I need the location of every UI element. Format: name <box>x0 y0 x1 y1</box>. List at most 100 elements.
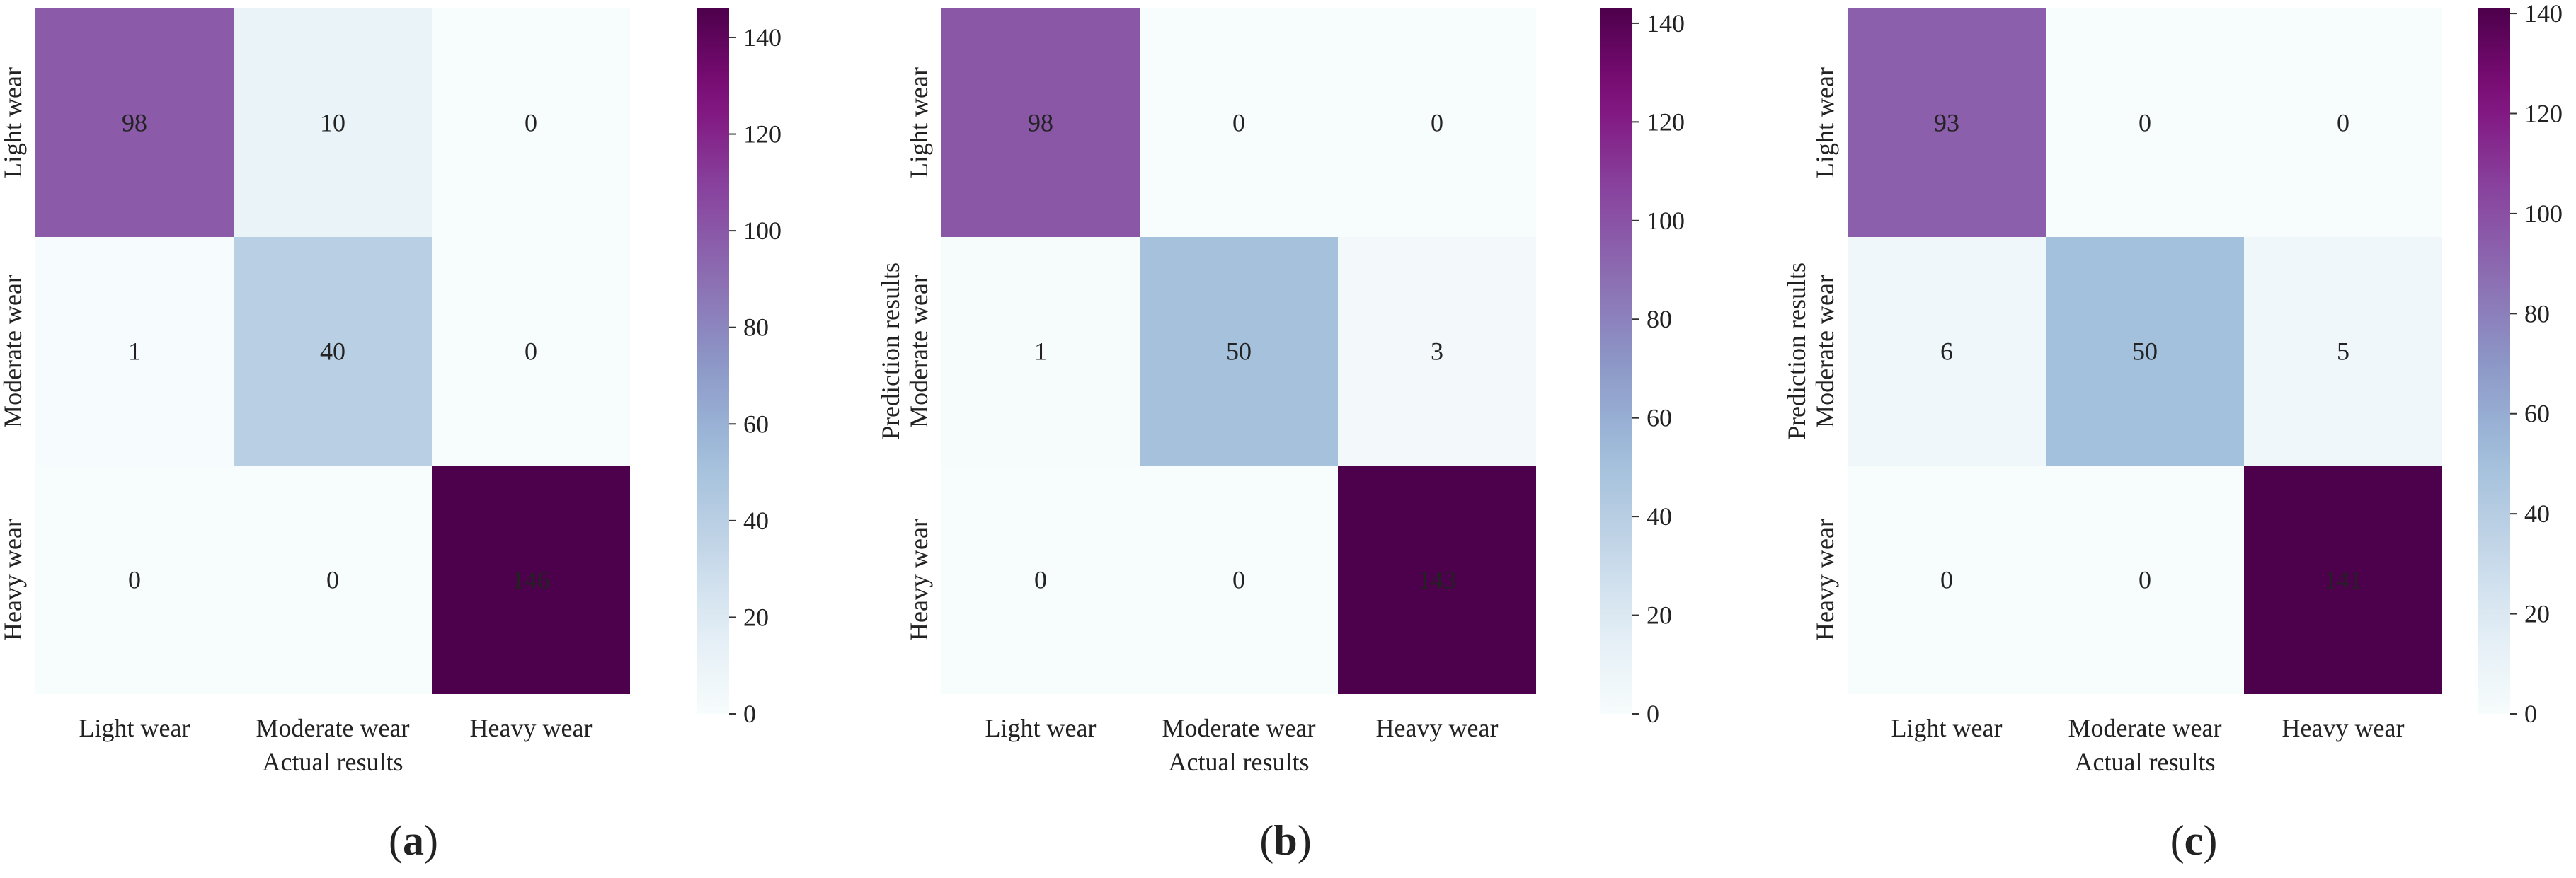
colorbar-tick-label: 60 <box>2524 400 2550 428</box>
colorbar <box>2478 8 2510 714</box>
y-tick-label: Light wear <box>905 67 933 178</box>
heatmap-cell <box>234 466 432 694</box>
cell-value-label: 0 <box>525 109 537 137</box>
cell-value-label: 146 <box>512 566 550 594</box>
y-tick-label: Light wear <box>0 67 27 178</box>
x-tick-label: Moderate wear <box>2068 714 2222 742</box>
cell-value-label: 0 <box>128 566 141 594</box>
colorbar-tick-label: 140 <box>743 23 782 52</box>
cell-value-label: 0 <box>2139 566 2151 594</box>
heatmap-cell <box>1338 237 1536 466</box>
cell-value-label: 0 <box>1940 566 1953 594</box>
y-axis-title: Prediction results <box>876 262 905 440</box>
colorbar-tick-label: 60 <box>743 410 769 438</box>
panel-label: (a) <box>389 817 438 864</box>
cell-value-label: 0 <box>525 337 537 366</box>
heatmap-cell <box>432 237 630 466</box>
panel-label-close-paren: ) <box>424 817 438 864</box>
heatmap-cell <box>941 237 1140 466</box>
heatmap-cell <box>1848 8 2046 237</box>
colorbar-tick-label: 0 <box>1647 700 1659 728</box>
heatmap-cell <box>35 237 234 466</box>
heatmap-cell <box>1338 8 1536 237</box>
colorbar-tick-label: 100 <box>2524 200 2563 228</box>
panel-label-open-paren: ( <box>389 817 403 864</box>
y-tick-label: Heavy wear <box>0 519 27 641</box>
x-axis-title: Actual results <box>1169 748 1310 776</box>
colorbar-tick-label: 80 <box>1647 305 1672 333</box>
heatmap-cell <box>2046 8 2244 237</box>
cell-value-label: 5 <box>2337 337 2349 366</box>
y-tick-label: Heavy wear <box>905 519 933 641</box>
heatmap-cell <box>234 8 432 237</box>
y-tick-label: Light wear <box>1811 67 1839 178</box>
heatmap-cell <box>234 237 432 466</box>
colorbar <box>1600 8 1632 714</box>
y-axis-title: Prediction results <box>1782 262 1811 440</box>
colorbar-tick-label: 20 <box>2524 600 2550 628</box>
cell-value-label: 143 <box>1418 566 1456 594</box>
x-tick-label: Light wear <box>1891 714 2003 742</box>
colorbar-tick-label: 60 <box>1647 404 1672 432</box>
colorbar-tick-label: 20 <box>743 603 769 631</box>
cell-value-label: 1 <box>128 337 141 366</box>
heatmap-cell <box>2244 8 2442 237</box>
cell-value-label: 98 <box>1028 109 1053 137</box>
panel-label-close-paren: ) <box>1298 817 1312 864</box>
x-tick-label: Moderate wear <box>1162 714 1316 742</box>
x-axis-title: Actual results <box>263 748 403 776</box>
cell-value-label: 0 <box>326 566 339 594</box>
x-axis-title: Actual results <box>2075 748 2216 776</box>
cell-value-label: 0 <box>1232 109 1245 137</box>
panel-label: (c) <box>2170 817 2218 864</box>
heatmap-cell <box>1140 237 1338 466</box>
panel-label-letter: c <box>2185 817 2204 864</box>
panel-label-open-paren: ( <box>2170 817 2185 864</box>
heatmap-cell <box>35 466 234 694</box>
x-tick-label: Heavy wear <box>2282 714 2405 742</box>
heatmap-cell <box>432 466 630 694</box>
cell-value-label: 0 <box>2139 109 2151 137</box>
cell-value-label: 6 <box>1940 337 1953 366</box>
heatmap-cell <box>2046 466 2244 694</box>
heatmap-cell <box>2244 466 2442 694</box>
cell-value-label: 0 <box>1034 566 1047 594</box>
y-tick-label: Heavy wear <box>1811 519 1839 641</box>
cell-value-label: 50 <box>1226 337 1252 366</box>
heatmap-cell <box>35 8 234 237</box>
colorbar-tick-label: 120 <box>2524 99 2563 127</box>
cell-value-label: 50 <box>2132 337 2158 366</box>
colorbar-tick-label: 140 <box>1647 9 1685 37</box>
cell-value-label: 0 <box>2337 109 2349 137</box>
colorbar-tick-label: 100 <box>743 216 782 245</box>
x-tick-label: Moderate wear <box>256 714 410 742</box>
panel-label-letter: b <box>1273 817 1297 864</box>
heatmap-cell <box>2046 237 2244 466</box>
heatmap-cell <box>1338 466 1536 694</box>
cell-value-label: 1 <box>1034 337 1047 366</box>
colorbar-tick-label: 120 <box>743 120 782 149</box>
x-tick-label: Light wear <box>985 714 1097 742</box>
cell-value-label: 98 <box>122 109 147 137</box>
panel-label-close-paren: ) <box>2203 817 2217 864</box>
x-tick-label: Heavy wear <box>1376 714 1499 742</box>
heatmap-cell <box>2244 237 2442 466</box>
colorbar-tick-label: 120 <box>1647 108 1685 136</box>
colorbar-tick-label: 40 <box>2524 499 2550 528</box>
heatmap-cell <box>941 466 1140 694</box>
colorbar-tick-label: 140 <box>2524 0 2563 28</box>
panel-label-open-paren: ( <box>1259 817 1273 864</box>
heatmap-cell <box>1848 466 2046 694</box>
cell-value-label: 40 <box>320 337 345 366</box>
colorbar-tick-label: 40 <box>1647 502 1672 531</box>
y-tick-label: Moderate wear <box>0 275 27 428</box>
colorbar-tick-label: 100 <box>1647 207 1685 235</box>
cell-value-label: 0 <box>1232 566 1245 594</box>
cell-value-label: 3 <box>1431 337 1443 366</box>
cell-value-label: 10 <box>320 109 345 137</box>
colorbar-tick-label: 80 <box>743 313 769 342</box>
colorbar-tick-label: 0 <box>743 700 756 728</box>
cell-value-label: 93 <box>1934 109 1959 137</box>
